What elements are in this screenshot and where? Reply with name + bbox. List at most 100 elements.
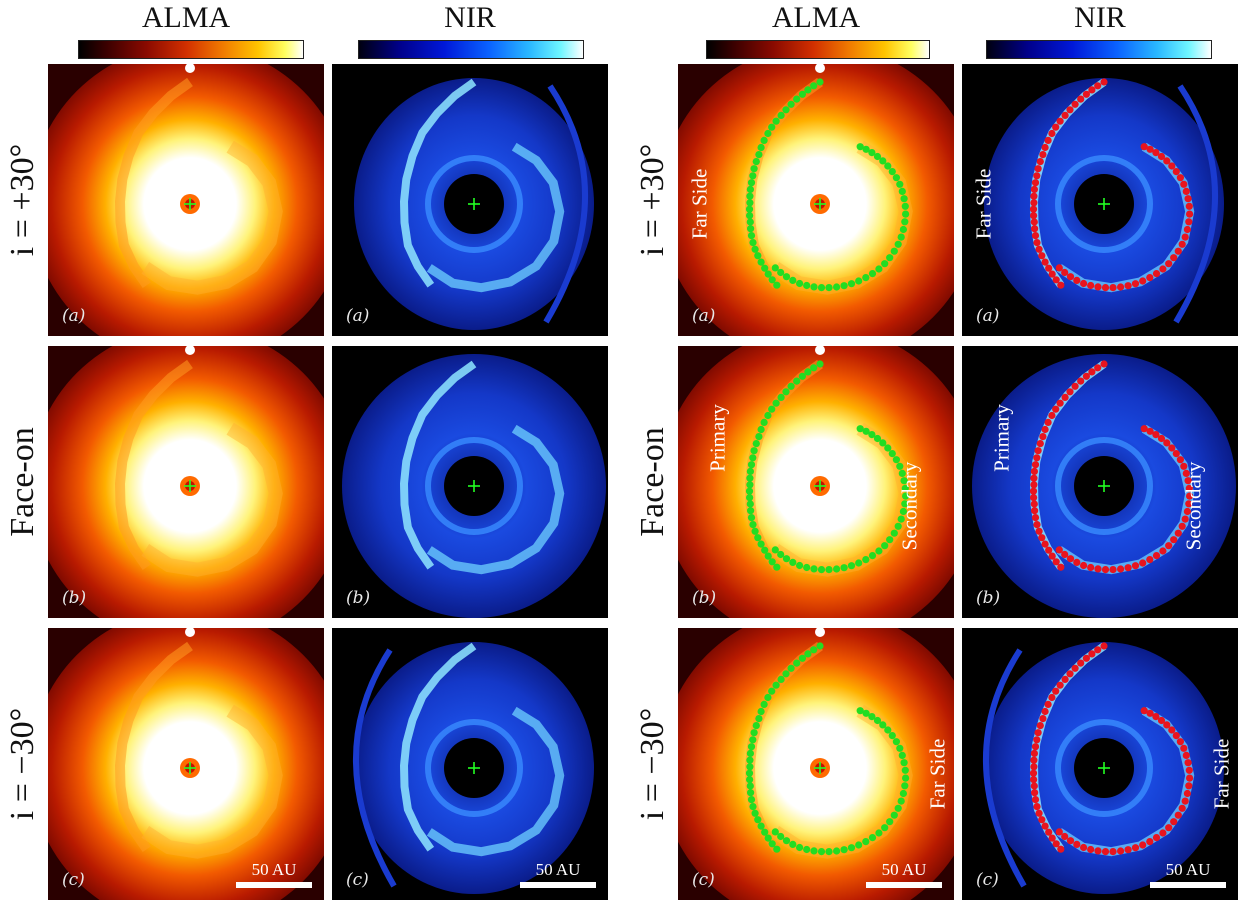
secondary-arm-marker <box>897 797 905 805</box>
secondary-arm-marker <box>884 444 892 452</box>
secondary-arm-marker <box>1185 202 1193 210</box>
secondary-arm-marker <box>897 233 905 241</box>
secondary-arm-marker <box>1066 273 1075 281</box>
secondary-arm-label: Secondary <box>1181 461 1206 551</box>
secondary-arm-marker <box>898 469 906 477</box>
primary-arm-marker <box>752 158 760 166</box>
colorbar-nir-left <box>358 40 584 59</box>
primary-arm-marker <box>1031 507 1039 515</box>
primary-arm-marker <box>1033 736 1041 744</box>
secondary-arm-marker <box>1174 247 1182 255</box>
primary-arm-marker <box>1041 258 1049 266</box>
primary-arm-marker <box>1100 78 1108 86</box>
primary-arm-marker <box>747 179 756 187</box>
secondary-arm-marker <box>817 566 826 574</box>
secondary-arm-marker <box>862 145 870 153</box>
primary-arm-marker <box>804 368 812 376</box>
primary-arm-marker <box>1030 212 1038 220</box>
secondary-arm-marker <box>900 477 908 485</box>
center-star-marker <box>1098 762 1110 774</box>
secondary-arm-marker <box>1174 811 1182 819</box>
secondary-arm-marker <box>817 284 826 292</box>
secondary-arm-marker <box>1181 797 1189 805</box>
panel-label: (c) <box>346 870 369 890</box>
secondary-arm-marker <box>1152 431 1160 439</box>
secondary-arm-marker <box>1139 559 1147 567</box>
secondary-arm-marker <box>875 547 883 555</box>
secondary-arm-marker <box>1109 284 1117 292</box>
primary-arm-marker <box>745 487 754 495</box>
primary-arm-marker <box>1044 700 1052 708</box>
secondary-arm-marker <box>856 425 864 433</box>
primary-arm-marker <box>768 840 776 848</box>
primary-arm-marker <box>1066 106 1074 114</box>
primary-arm-marker <box>768 123 776 131</box>
scale-bar: 50 AU <box>866 860 942 888</box>
primary-arm-marker <box>764 411 772 420</box>
primary-arm-marker <box>747 796 756 804</box>
primary-arm-marker <box>1094 646 1102 654</box>
primary-arm-marker <box>746 185 754 193</box>
secondary-arm-marker <box>897 515 905 523</box>
primary-arm-marker <box>746 494 754 502</box>
primary-arm-marker <box>746 474 754 482</box>
colorbar-alma-right <box>706 40 930 59</box>
secondary-arm-marker <box>1186 210 1194 218</box>
secondary-arm-marker <box>1146 709 1154 717</box>
primary-arm-label: Primary <box>705 404 730 472</box>
secondary-arm-marker <box>879 157 887 165</box>
secondary-arm-marker <box>1152 713 1160 721</box>
arm-trace-markers <box>1029 78 1194 292</box>
secondary-arm-marker <box>1061 550 1069 559</box>
primary-arm-marker <box>1088 368 1096 376</box>
primary-arm-marker <box>746 782 754 790</box>
primary-arm-marker <box>804 86 812 94</box>
primary-arm-marker <box>1030 481 1038 489</box>
center-star-marker <box>1098 480 1110 492</box>
primary-arm-marker <box>816 642 824 650</box>
secondary-arm-marker <box>1176 456 1184 464</box>
primary-arm-marker <box>1033 521 1041 529</box>
primary-arm-marker <box>1052 558 1060 566</box>
primary-arm-marker <box>751 527 759 535</box>
primary-arm-marker <box>755 433 763 441</box>
secondary-arm-marker <box>875 265 883 273</box>
primary-arm-marker <box>1029 769 1038 777</box>
secondary-arm-marker <box>856 143 864 151</box>
secondary-arm-marker <box>888 168 896 176</box>
center-star-marker <box>468 198 480 210</box>
scale-bar-label: 50 AU <box>251 860 297 879</box>
secondary-arm-marker <box>1140 707 1148 715</box>
secondary-arm-marker <box>803 563 811 572</box>
secondary-arm-marker <box>1073 276 1081 284</box>
primary-arm-marker <box>1048 552 1056 560</box>
primary-arm-marker <box>1066 388 1074 396</box>
primary-arm-marker <box>1029 487 1038 495</box>
primary-arm-marker <box>1044 136 1052 144</box>
secondary-arm-marker <box>1073 558 1081 566</box>
secondary-arm-marker <box>1172 168 1180 176</box>
primary-arm-marker <box>745 205 754 213</box>
secondary-arm-marker <box>1157 716 1166 725</box>
primary-arm-marker <box>1061 111 1069 119</box>
primary-arm-marker <box>1045 828 1053 836</box>
primary-arm-marker <box>754 534 762 542</box>
secondary-arm-marker <box>833 283 841 291</box>
nir-panel-minus30-annotated: (c) 50 AU Far Side <box>962 628 1238 900</box>
secondary-arm-marker <box>803 281 811 290</box>
primary-arm-marker <box>1077 95 1085 103</box>
panel-label: (c) <box>62 870 85 890</box>
panel-label: (b) <box>692 588 717 608</box>
alma-image <box>48 628 324 900</box>
colorbar-alma-left <box>78 40 304 59</box>
secondary-arm-marker <box>1185 218 1193 226</box>
secondary-arm-marker <box>1080 561 1088 570</box>
secondary-arm-marker <box>886 818 894 826</box>
primary-arm-marker <box>782 388 790 396</box>
primary-arm-marker <box>1034 729 1042 737</box>
primary-arm-marker <box>755 151 763 159</box>
secondary-arm-marker <box>782 555 791 563</box>
secondary-arm-marker <box>1087 563 1095 572</box>
primary-arm-marker <box>1082 90 1090 98</box>
primary-arm-marker <box>782 670 790 678</box>
